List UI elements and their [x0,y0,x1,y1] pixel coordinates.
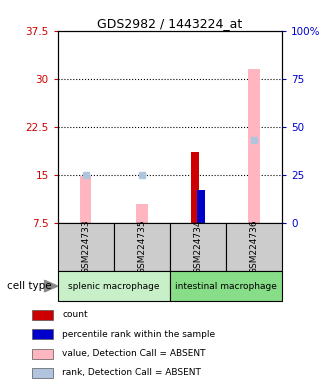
Bar [248,69,260,223]
Bar [170,271,282,301]
Bar [191,152,199,223]
Bar [58,271,170,301]
Bar [80,176,91,223]
Text: intestinal macrophage: intestinal macrophage [175,281,277,291]
Bar [32,329,53,339]
Bar [58,223,114,271]
Bar [197,190,205,223]
Text: splenic macrophage: splenic macrophage [68,281,160,291]
Text: rank, Detection Call = ABSENT: rank, Detection Call = ABSENT [62,368,201,377]
Bar [32,310,53,320]
Text: value, Detection Call = ABSENT: value, Detection Call = ABSENT [62,349,206,358]
Bar [170,223,226,271]
Bar [32,349,53,359]
Text: count: count [62,310,88,319]
Text: GSM224735: GSM224735 [137,219,147,274]
Title: GDS2982 / 1443224_at: GDS2982 / 1443224_at [97,17,243,30]
Polygon shape [45,280,58,292]
Text: cell type: cell type [7,281,51,291]
Text: GSM224734: GSM224734 [193,220,203,274]
Text: GSM224736: GSM224736 [249,219,259,274]
Text: percentile rank within the sample: percentile rank within the sample [62,329,215,339]
Bar [32,368,53,378]
Text: GSM224733: GSM224733 [81,219,90,274]
Bar [136,204,148,223]
Bar [226,223,282,271]
Bar [114,223,170,271]
